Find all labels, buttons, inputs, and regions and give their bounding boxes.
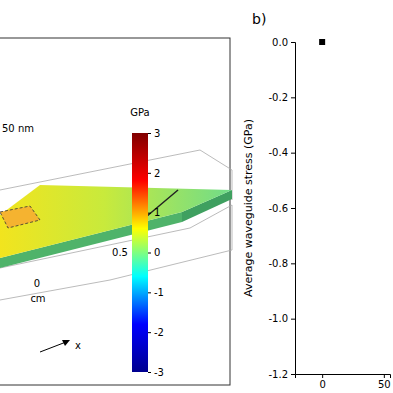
region-outline [0,206,40,228]
annotation: x [75,340,81,351]
y-axis-title: Average waveguide stress (GPa) [242,119,255,297]
axis-line [149,134,152,373]
axis-line [291,43,296,375]
tick: 0 [319,374,325,390]
color-bar [132,133,148,372]
annotation: 0 [34,278,40,289]
wireframe [0,280,110,300]
figure: 50 nm 0.5 0 cm x 3 2 1 0 -1 -2 -3 GPa b) 0.0 -0.2 -0.4 -0… [0,0,393,393]
slab-top [0,185,232,258]
tick-mark [291,374,295,375]
tick-mark [291,97,295,98]
tick: -1.0 [268,313,295,324]
annotation: 50 nm [2,123,34,134]
tick-label: 2 [154,168,160,179]
tick-mark [291,42,295,43]
tick-mark [148,372,151,373]
axis-line [296,375,391,379]
tick-label: -0.8 [268,258,288,269]
x-axis: 0 50 [296,374,391,390]
tick: 0.0 [272,37,295,48]
tick-mark [291,153,295,154]
tick-mark [148,133,151,134]
tick-label: 50 [378,379,391,390]
render [0,150,232,352]
tick-label: -3 [154,367,164,378]
tick-mark [384,374,385,378]
tick: -1 [148,287,164,298]
panel-label: b) [252,11,266,27]
color-bar-title: GPa [130,107,149,118]
tick: -0.2 [268,92,295,103]
tick-mark [148,292,151,293]
tick: -0.4 [268,147,295,158]
tick: -0.8 [268,258,295,269]
arrow-head [62,340,70,346]
tick-mark [148,332,151,333]
tick-label: -0.6 [268,203,288,214]
y-axis: 0.0 -0.2 -0.4 -0.6 -0.8 -1.0 -1.2 [268,37,295,380]
annotation: cm [30,293,45,304]
tick-label: -2 [154,327,164,338]
tick: 50 [378,374,391,390]
tick: -0.6 [268,203,295,214]
wireframe [200,150,232,170]
tick-label: -1 [154,287,164,298]
tick-label: -1.2 [268,369,288,380]
tick-label: -0.2 [268,92,288,103]
tick-mark [291,208,295,209]
tick: 2 [148,168,160,179]
tick-label: 1 [154,207,160,218]
tick: 3 [148,128,160,139]
tick: 0 [148,247,160,258]
color-bar-axis: 3 2 1 0 -1 -2 -3 [148,128,164,378]
tick: -3 [148,367,164,378]
point [319,39,325,45]
tick-label: 0 [154,247,160,258]
tick-mark [148,213,151,214]
tick-mark [291,263,295,264]
tick-mark [148,173,151,174]
tick-label: 0 [319,379,325,390]
tick-label: -0.4 [268,147,288,158]
tick-label: 3 [154,128,160,139]
tick: 1 [148,207,160,218]
tick-mark [291,319,295,320]
tick-label: 0.0 [272,37,288,48]
wireframe [0,150,200,190]
tick-mark [148,253,151,254]
wireframe [110,250,232,280]
annotation: 0.5 [112,247,128,258]
points [319,39,325,45]
tick: -2 [148,327,164,338]
wireframe [232,205,233,250]
tick: -1.2 [268,369,295,380]
tick-mark [322,374,323,378]
axis-arrow [40,342,66,352]
tick-label: -1.0 [268,313,288,324]
